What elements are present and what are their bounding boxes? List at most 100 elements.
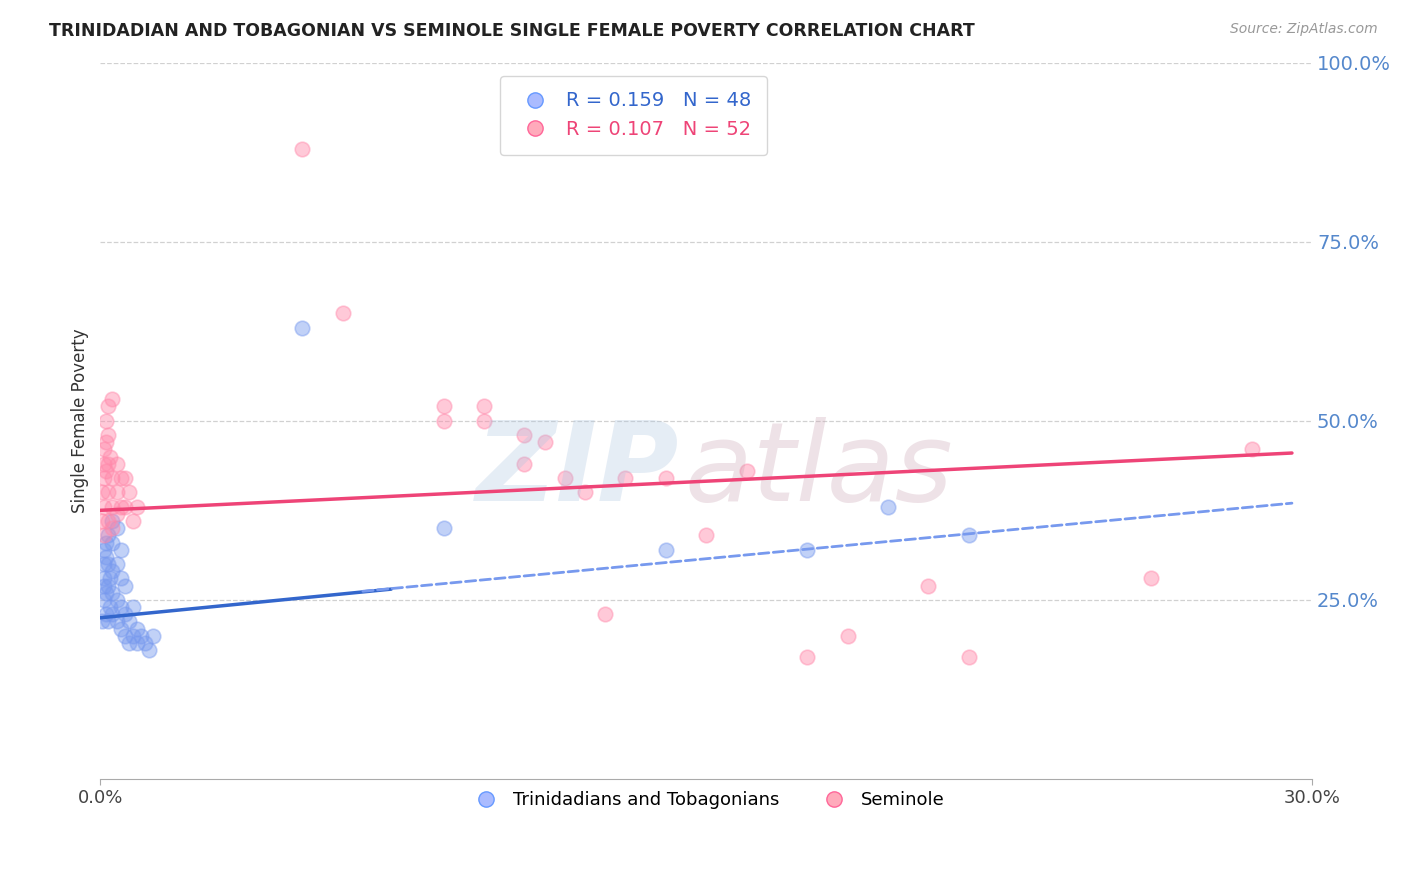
Point — [110, 471, 132, 485]
Point — [125, 500, 148, 514]
Point — [433, 414, 456, 428]
Point — [655, 471, 678, 485]
Point — [117, 636, 139, 650]
Point — [105, 557, 128, 571]
Point — [513, 457, 536, 471]
Point — [291, 142, 314, 156]
Point — [114, 629, 136, 643]
Point — [554, 471, 576, 485]
Point — [655, 542, 678, 557]
Point — [472, 400, 495, 414]
Point — [114, 471, 136, 485]
Point — [101, 471, 124, 485]
Point — [125, 636, 148, 650]
Point — [121, 600, 143, 615]
Point — [93, 500, 115, 514]
Point — [138, 643, 160, 657]
Text: ZIP: ZIP — [477, 417, 679, 524]
Point — [93, 471, 115, 485]
Point — [114, 500, 136, 514]
Point — [97, 528, 120, 542]
Point — [110, 500, 132, 514]
Text: TRINIDADIAN AND TOBAGONIAN VS SEMINOLE SINGLE FEMALE POVERTY CORRELATION CHART: TRINIDADIAN AND TOBAGONIAN VS SEMINOLE S… — [49, 22, 974, 40]
Point — [877, 500, 900, 514]
Point — [91, 514, 114, 528]
Legend: Trinidadians and Tobagonians, Seminole: Trinidadians and Tobagonians, Seminole — [461, 784, 952, 816]
Text: atlas: atlas — [685, 417, 953, 524]
Point — [917, 578, 939, 592]
Point — [114, 607, 136, 622]
Point — [796, 650, 818, 665]
Point — [93, 542, 115, 557]
Point — [332, 306, 354, 320]
Point — [101, 585, 124, 599]
Point — [101, 500, 124, 514]
Point — [114, 578, 136, 592]
Point — [129, 629, 152, 643]
Point — [121, 514, 143, 528]
Point — [101, 514, 124, 528]
Point — [957, 528, 980, 542]
Point — [105, 615, 128, 629]
Point — [101, 392, 124, 407]
Point — [134, 636, 156, 650]
Point — [96, 535, 118, 549]
Point — [93, 557, 115, 571]
Point — [110, 622, 132, 636]
Point — [574, 485, 596, 500]
Point — [96, 585, 118, 599]
Point — [93, 528, 115, 542]
Point — [101, 535, 124, 549]
Point — [105, 521, 128, 535]
Point — [101, 564, 124, 578]
Point — [125, 622, 148, 636]
Point — [100, 600, 122, 615]
Point — [93, 571, 115, 585]
Point — [117, 615, 139, 629]
Point — [105, 485, 128, 500]
Point — [97, 615, 120, 629]
Point — [101, 607, 124, 622]
Point — [593, 607, 616, 622]
Point — [97, 514, 120, 528]
Point — [533, 435, 555, 450]
Point — [96, 435, 118, 450]
Point — [291, 320, 314, 334]
Point — [735, 464, 758, 478]
Point — [513, 428, 536, 442]
Point — [433, 521, 456, 535]
Point — [96, 607, 118, 622]
Point — [796, 542, 818, 557]
Point — [97, 428, 120, 442]
Point — [110, 542, 132, 557]
Point — [837, 629, 859, 643]
Point — [100, 450, 122, 464]
Point — [105, 507, 128, 521]
Point — [91, 615, 114, 629]
Point — [433, 400, 456, 414]
Point — [97, 557, 120, 571]
Y-axis label: Single Female Poverty: Single Female Poverty — [72, 328, 89, 513]
Point — [142, 629, 165, 643]
Point — [97, 457, 120, 471]
Point — [117, 485, 139, 500]
Point — [93, 578, 115, 592]
Point — [1139, 571, 1161, 585]
Point — [121, 629, 143, 643]
Point — [105, 592, 128, 607]
Point — [96, 414, 118, 428]
Point — [110, 600, 132, 615]
Point — [472, 414, 495, 428]
Point — [97, 578, 120, 592]
Point — [101, 521, 124, 535]
Point — [96, 549, 118, 564]
Point — [93, 457, 115, 471]
Point — [96, 464, 118, 478]
Text: Source: ZipAtlas.com: Source: ZipAtlas.com — [1230, 22, 1378, 37]
Point — [91, 485, 114, 500]
Point — [614, 471, 637, 485]
Point — [93, 442, 115, 457]
Point — [105, 457, 128, 471]
Point — [695, 528, 717, 542]
Point — [100, 571, 122, 585]
